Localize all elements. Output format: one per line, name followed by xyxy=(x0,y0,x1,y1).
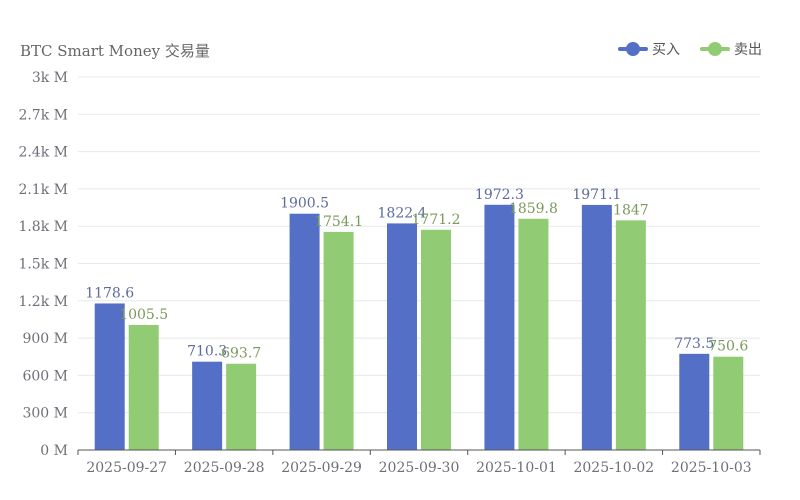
data-label-buy: 1972.3 xyxy=(475,187,524,203)
y-tick-label: 3k M xyxy=(32,70,68,86)
x-tick-label: 2025-10-03 xyxy=(671,460,752,476)
data-label-sell: 1859.8 xyxy=(509,201,558,217)
y-tick-label: 300 M xyxy=(22,406,68,422)
bar-sell[interactable] xyxy=(421,229,451,450)
x-tick-label: 2025-10-02 xyxy=(573,460,654,476)
legend-sell-swatch-icon xyxy=(700,42,730,56)
bar-sell[interactable] xyxy=(128,324,159,450)
bar-buy[interactable] xyxy=(581,204,612,450)
y-tick-label: 0 M xyxy=(40,443,68,459)
data-label-buy: 710.3 xyxy=(187,344,227,360)
legend-sell-label: 卖出 xyxy=(734,42,762,58)
legend-buy-label: 买入 xyxy=(652,42,680,58)
data-label-buy: 773.5 xyxy=(674,336,714,352)
bar-buy[interactable] xyxy=(387,223,417,450)
bar-buy[interactable] xyxy=(679,353,710,450)
x-tick-label: 2025-09-28 xyxy=(184,460,265,476)
legend-item-sell[interactable]: 卖出 xyxy=(700,39,762,59)
chart-title: BTC Smart Money 交易量 xyxy=(20,42,210,60)
bar-sell[interactable] xyxy=(323,231,354,450)
bar-buy[interactable] xyxy=(192,361,223,450)
y-tick-label: 600 M xyxy=(22,368,68,384)
legend-item-buy[interactable]: 买入 xyxy=(618,39,680,59)
data-label-sell: 1771.2 xyxy=(412,212,461,228)
data-label-buy: 1822.4 xyxy=(378,205,427,221)
data-label-buy: 1971.1 xyxy=(572,187,621,203)
y-tick-label: 2.4k M xyxy=(18,145,68,161)
legend-buy-swatch-icon xyxy=(618,42,648,56)
y-tick-label: 2.7k M xyxy=(18,107,68,123)
axes: 0 M 300 M 600 M 900 M 1.2k M 1.5k M 1.8k M 2.1k… xyxy=(18,70,761,476)
x-tick-label: 2025-09-27 xyxy=(86,460,167,476)
legend: 买入 卖出 xyxy=(618,39,762,59)
data-label-sell: 750.6 xyxy=(708,339,748,355)
bar-sell[interactable] xyxy=(226,363,257,450)
y-tick-label: 1.5k M xyxy=(18,257,68,273)
x-tick-label: 2025-09-30 xyxy=(379,460,460,476)
y-tick-label: 1.2k M xyxy=(18,294,68,310)
data-label-sell: 1847 xyxy=(613,202,649,218)
x-tick-label: 2025-09-29 xyxy=(281,460,362,476)
bar-buy[interactable] xyxy=(94,303,125,450)
bar-sell[interactable] xyxy=(518,218,549,450)
bar-buy[interactable] xyxy=(484,204,515,450)
data-label-sell: 693.7 xyxy=(221,346,261,362)
bar-buy[interactable] xyxy=(289,213,320,450)
data-label-sell: 1754.1 xyxy=(314,214,363,230)
data-label-buy: 1900.5 xyxy=(280,196,329,212)
x-tick-label: 2025-10-01 xyxy=(476,460,557,476)
bar-sell[interactable] xyxy=(615,220,646,450)
y-tick-label: 2.1k M xyxy=(18,182,68,198)
y-tick-label: 1.8k M xyxy=(18,219,68,235)
bar-sell[interactable] xyxy=(713,356,744,450)
data-label-sell: 1005.5 xyxy=(119,307,168,323)
y-tick-label: 900 M xyxy=(22,331,68,347)
data-label-buy: 1178.6 xyxy=(85,285,134,301)
bars xyxy=(94,204,744,450)
grid-lines xyxy=(78,76,760,414)
